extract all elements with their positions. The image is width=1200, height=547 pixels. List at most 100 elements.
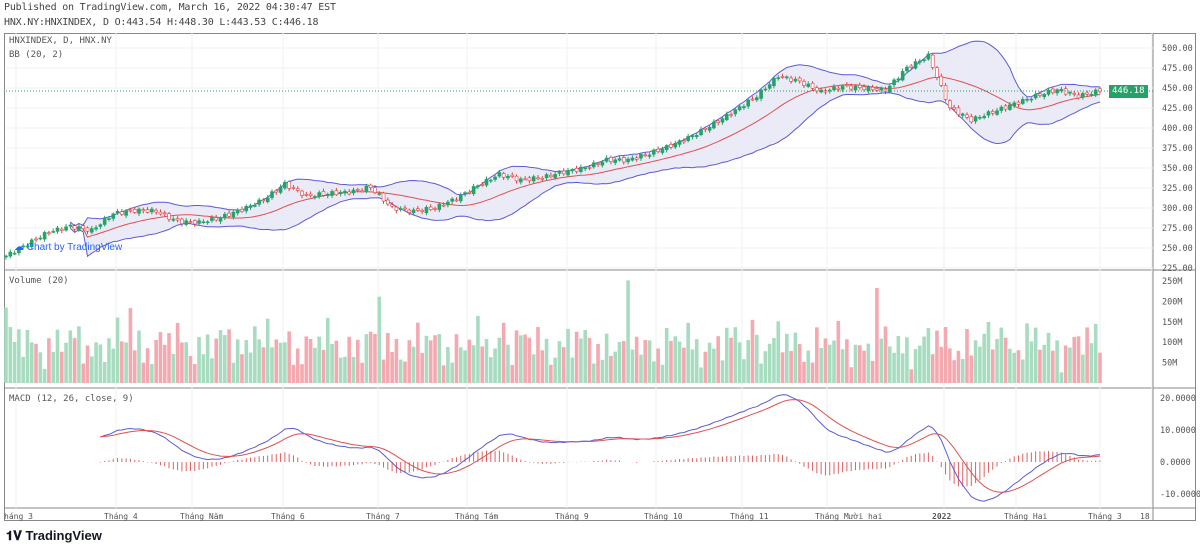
volume-bar	[922, 336, 926, 383]
candle	[1033, 93, 1038, 99]
candle	[926, 53, 931, 60]
candle	[34, 238, 38, 241]
volume-bar	[124, 342, 128, 383]
candle	[398, 208, 403, 210]
candle	[510, 174, 515, 177]
volume-bar	[1012, 352, 1016, 383]
time-tick: Tháng Mười hai	[815, 511, 883, 521]
candle	[111, 213, 116, 219]
candle	[887, 85, 892, 93]
tradingview-logo[interactable]: 𝟏𝐕 TradingView	[6, 528, 102, 543]
volume-bar	[857, 345, 862, 383]
candle	[287, 181, 291, 189]
candle	[98, 224, 103, 227]
volume-bar	[325, 317, 330, 383]
candle	[270, 191, 274, 198]
volume-bar	[943, 327, 948, 383]
price-tick: 275.00	[1162, 224, 1193, 234]
candle	[836, 87, 841, 90]
candle	[338, 191, 343, 195]
candle	[557, 171, 562, 174]
candle	[283, 182, 287, 189]
candle	[780, 76, 785, 78]
volume-bar	[150, 363, 154, 383]
volume-bar	[849, 367, 853, 383]
volume-bar	[377, 296, 382, 383]
candle	[77, 226, 81, 231]
candle	[454, 199, 459, 202]
candle	[986, 111, 991, 116]
volume-bar	[643, 340, 648, 383]
time-tick: Tháng 4	[104, 512, 138, 521]
volume-bar	[737, 342, 742, 383]
candle	[175, 218, 180, 221]
candle	[300, 190, 304, 196]
volume-bar	[167, 333, 171, 383]
candle	[733, 109, 738, 115]
chart-frame[interactable]	[4, 33, 1196, 521]
volume-bar	[261, 347, 266, 383]
candle	[227, 212, 231, 217]
volume-bar	[488, 357, 493, 383]
volume-bar	[317, 336, 321, 383]
candle	[802, 81, 806, 86]
candle	[613, 159, 618, 163]
price-tick: 350.00	[1162, 164, 1193, 174]
volume-bar	[188, 356, 193, 383]
volume-bar	[995, 338, 999, 383]
candle	[244, 206, 249, 212]
volume-bar	[227, 329, 231, 383]
volume-bar	[1085, 327, 1089, 383]
volume-bar	[626, 280, 630, 383]
candle	[304, 194, 309, 196]
candle	[21, 245, 25, 248]
volume-bar	[514, 330, 519, 383]
volume-bar	[789, 350, 793, 383]
published-text: Published on TradingView.com, March 16, …	[4, 2, 336, 13]
candle	[939, 75, 944, 86]
candle	[1046, 89, 1051, 95]
candle	[621, 157, 626, 163]
candle	[180, 218, 184, 225]
price-tick: 325.00	[1162, 184, 1193, 194]
volume-bar	[471, 345, 476, 383]
candle	[278, 186, 283, 193]
candle	[596, 163, 600, 165]
candle	[591, 162, 596, 168]
candle	[201, 221, 206, 224]
volume-bar	[270, 347, 274, 383]
candle	[1051, 88, 1055, 93]
tradingview-watermark-link[interactable]: ☁ Chart by TradingView	[14, 242, 123, 253]
volume-bar	[750, 319, 755, 383]
candle	[647, 154, 652, 157]
volume-bar	[900, 353, 905, 383]
candle	[437, 203, 442, 210]
volume-bar	[724, 327, 729, 383]
volume-bar	[441, 365, 446, 383]
volume-bar	[617, 341, 622, 383]
volume-bar	[72, 338, 77, 383]
volume-bar	[536, 327, 540, 383]
volume-bar	[613, 351, 618, 383]
volume-bar	[98, 344, 103, 383]
time-tick: Tháng Hai	[1004, 512, 1048, 521]
candle	[355, 189, 360, 191]
candle	[583, 167, 587, 170]
volume-bar	[845, 339, 849, 383]
candle	[192, 220, 197, 225]
macd-line	[100, 394, 1101, 502]
time-tick: Tháng 3	[1088, 512, 1122, 521]
candle	[351, 189, 356, 194]
candle	[965, 114, 969, 118]
volume-bar	[351, 356, 356, 383]
volume-bar	[609, 355, 613, 383]
volume-bar	[111, 348, 116, 383]
volume-bar	[420, 353, 424, 383]
volume-bar	[973, 340, 978, 383]
volume-bar	[59, 351, 64, 383]
volume-bar	[145, 348, 150, 383]
candle	[553, 174, 557, 178]
volume-bar	[510, 364, 515, 383]
candle	[922, 59, 926, 62]
